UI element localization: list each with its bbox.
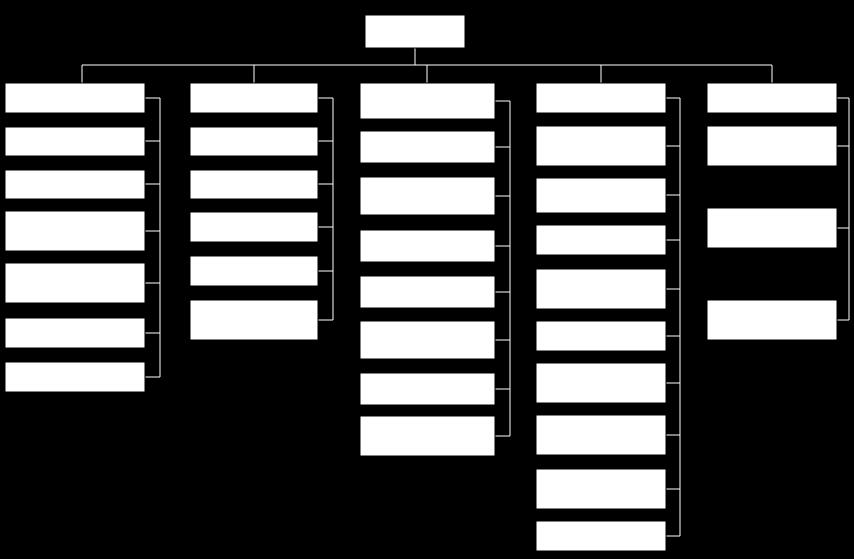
- node-c3: [360, 230, 495, 262]
- node-c7: [360, 416, 495, 456]
- node-d4: [536, 269, 666, 309]
- node-d8: [536, 469, 666, 509]
- node-b1: [190, 127, 318, 156]
- node-c0: [360, 83, 495, 119]
- node-a2: [5, 170, 145, 199]
- node-a3: [5, 211, 145, 251]
- nodes: [5, 15, 837, 551]
- node-d9: [536, 521, 666, 551]
- node-e1: [707, 126, 837, 166]
- node-d3: [536, 225, 666, 255]
- node-a4: [5, 263, 145, 303]
- node-d0: [536, 83, 666, 113]
- node-d6: [536, 363, 666, 403]
- node-d7: [536, 415, 666, 455]
- node-e2: [707, 208, 837, 248]
- node-a5: [5, 318, 145, 348]
- node-d1: [536, 126, 666, 166]
- node-c5: [360, 321, 495, 359]
- node-c4: [360, 276, 495, 308]
- node-d5: [536, 321, 666, 351]
- node-b0: [190, 83, 318, 113]
- node-c6: [360, 373, 495, 405]
- node-b3: [190, 212, 318, 242]
- node-a0: [5, 83, 145, 113]
- node-b4: [190, 256, 318, 286]
- node-e3: [707, 300, 837, 340]
- node-a1: [5, 127, 145, 156]
- node-a6: [5, 362, 145, 392]
- node-c2: [360, 177, 495, 215]
- node-b5: [190, 300, 318, 340]
- node-b2: [190, 170, 318, 199]
- node-e0: [707, 83, 837, 113]
- node-d2: [536, 178, 666, 213]
- root-node: [365, 15, 465, 48]
- node-c1: [360, 131, 495, 163]
- org-chart: [0, 0, 854, 559]
